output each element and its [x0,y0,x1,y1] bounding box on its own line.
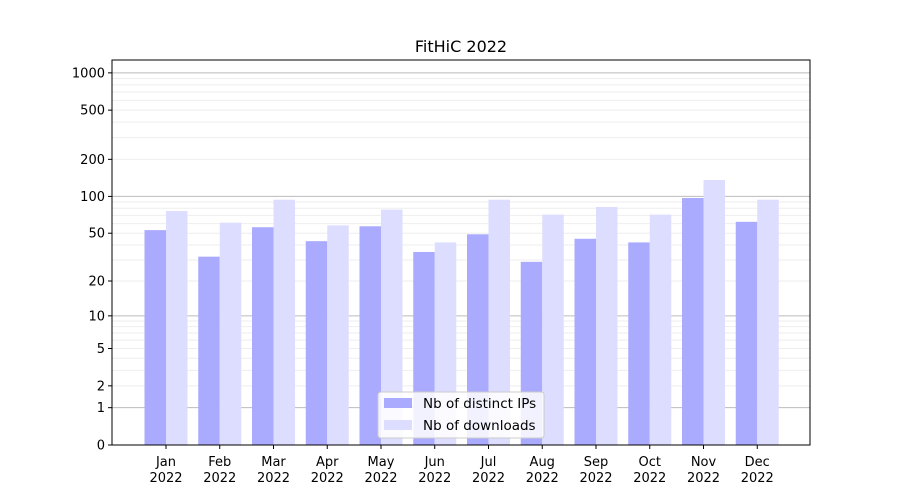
bar-downloads [219,222,242,445]
y-tick-label: 1 [97,401,105,416]
bar-distinct-ips [144,230,166,445]
y-tick-label: 1000 [72,66,105,81]
bar-downloads [327,225,349,445]
x-tick-label: 2022 [203,471,236,486]
bar-downloads [273,199,295,445]
x-tick-label: Jan [155,455,176,470]
y-tick-label: 50 [88,227,105,242]
bar-downloads [757,199,779,445]
x-tick-label: May [368,455,395,470]
x-tick-label: 2022 [311,471,344,486]
bar-distinct-ips [359,226,381,445]
bar-distinct-ips [252,227,274,445]
bar-distinct-ips [198,256,220,445]
bar-distinct-ips [628,242,650,445]
y-tick-label: 10 [88,309,105,324]
y-tick-label: 20 [88,275,105,290]
x-tick-label: Oct [639,455,661,470]
x-tick-label: 2022 [472,471,505,486]
x-tick-label: Jul [480,455,497,470]
y-tick-label: 100 [80,190,105,205]
legend-label-ips: Nb of distinct IPs [423,396,536,412]
bar-distinct-ips [735,221,758,445]
x-tick-label: Apr [316,455,339,470]
x-tick-label: Jun [424,455,445,470]
legend-swatch-ips [384,398,412,408]
x-tick-label: Aug [530,455,555,470]
legend: Nb of distinct IPs Nb of downloads [377,391,545,439]
x-tick-label: 2022 [418,471,451,486]
bar-downloads [542,214,564,445]
bar-distinct-ips [682,198,704,445]
legend-swatch-downloads [384,420,412,430]
x-tick-label: 2022 [633,471,666,486]
x-tick-label: Nov [691,455,717,470]
y-tick-label: 0 [97,439,105,454]
bars [144,179,779,445]
x-axis: Jan2022Feb2022Mar2022Apr2022May2022Jun20… [149,445,774,486]
y-tick-label: 2 [97,379,105,394]
bar-downloads [166,211,188,445]
x-tick-label: 2022 [257,471,290,486]
x-tick-label: 2022 [526,471,559,486]
bar-downloads [649,214,672,445]
bar-downloads [596,206,618,445]
y-tick-label: 200 [80,153,105,168]
bar-distinct-ips [305,241,328,445]
y-tick-label: 5 [97,342,105,357]
chart-title: FitHiC 2022 [415,37,507,56]
y-axis: 0 1 2 5 10 20 50 100 200 500 1000 [72,66,112,454]
x-tick-label: 2022 [687,471,720,486]
x-tick-label: 2022 [149,471,182,486]
x-tick-label: Mar [261,455,286,470]
bar-downloads [488,199,510,445]
bar-downloads [703,179,725,445]
plot-frame [111,59,811,446]
legend-label-downloads: Nb of downloads [423,418,536,434]
bar-downloads [381,209,403,445]
x-tick-label: 2022 [741,471,774,486]
bar-distinct-ips [574,238,596,445]
x-tick-label: Feb [208,455,231,470]
y-tick-label: 500 [80,104,105,119]
x-tick-label: Sep [584,455,609,470]
legend-box [377,391,545,439]
x-tick-label: 2022 [364,471,397,486]
x-tick-label: Dec [745,455,770,470]
x-tick-label: 2022 [579,471,612,486]
